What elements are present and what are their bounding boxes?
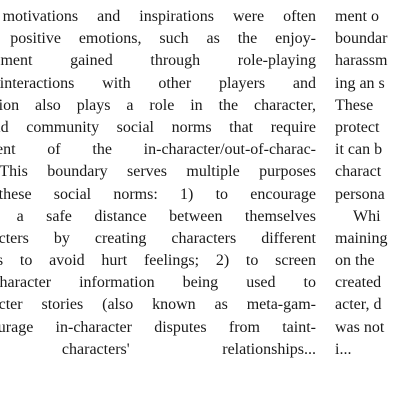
text-line: discourage in-character disputes from ta… — [0, 318, 316, 336]
text-line: i... — [335, 340, 352, 358]
text-line: These — [335, 96, 374, 114]
text-line: characters by creating characters differ… — [0, 229, 316, 247]
text-line: it can b — [335, 141, 383, 159]
text-line: boundar — [335, 30, 388, 48]
text-line: character stories (also known as meta-ga… — [0, 296, 316, 314]
right-text-column: ment o boundar harassm ing an s These pr… — [335, 6, 400, 361]
text-line: created — [335, 274, 382, 292]
paragraph-start-line: Whi — [353, 207, 381, 225]
text-line: keep a safe distance between themselves — [0, 207, 316, 225]
left-text-column: the motivations and inspirations were of… — [0, 6, 316, 361]
text-line: harassm — [335, 52, 388, 70]
text-line: rcement of the in-character/out-of-chara… — [0, 141, 316, 159]
text-line: ment o — [335, 8, 379, 25]
text-line: persona — [335, 185, 385, 203]
text-line: with positive emotions, such as the enjo… — [0, 30, 316, 48]
text-line: Emotion also plays a role in the charact… — [0, 96, 316, 114]
text-line: selves to avoid hurt feelings; 2) to scr… — [0, 252, 316, 270]
text-line: protect — [335, 118, 380, 136]
text-line: on the — [335, 252, 375, 270]
text-line: f characters' relationships... — [0, 340, 316, 358]
text-line: to these social norms: 1) to encourage — [0, 185, 316, 203]
text-line: charact — [335, 163, 382, 181]
text-line: maining — [335, 229, 388, 247]
text-line: was not — [335, 318, 385, 336]
text-line: fulfillment gained through role-playing — [0, 52, 316, 70]
text-line: the motivations and inspirations were of… — [0, 8, 316, 25]
text-line: t-of-character information being used to — [0, 274, 316, 292]
text-line: acter, d — [335, 296, 382, 314]
text-line: ry. This boundary serves multiple purpos… — [0, 163, 316, 181]
text-line: ing an s — [335, 74, 385, 92]
text-line: d interactions with other players and — [0, 74, 316, 92]
text-line: , and community social norms that requir… — [0, 118, 316, 136]
